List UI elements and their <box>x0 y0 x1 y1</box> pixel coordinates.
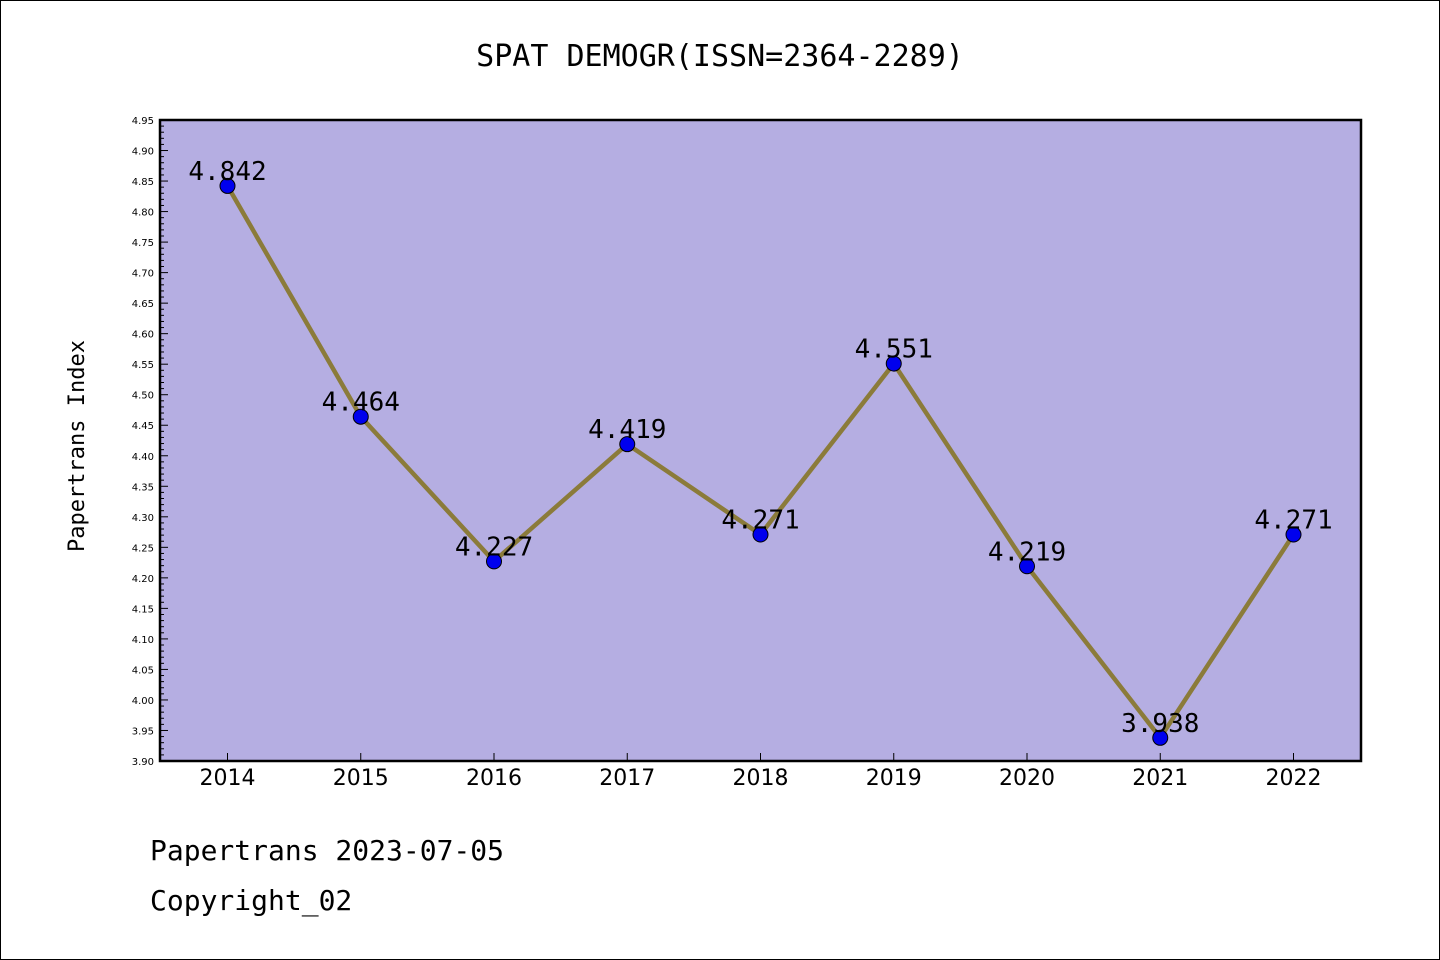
plot-area <box>160 120 1361 761</box>
x-tick-label: 2015 <box>333 766 389 791</box>
x-tick-label: 2016 <box>466 766 522 791</box>
y-tick-label: 3.90 <box>132 757 154 768</box>
data-label: 4.219 <box>988 537 1066 567</box>
data-label: 4.842 <box>188 157 266 187</box>
x-tick-label: 2022 <box>1266 766 1322 791</box>
y-tick-label: 4.85 <box>132 177 154 188</box>
data-label: 4.271 <box>1254 506 1332 536</box>
y-tick-label: 4.15 <box>132 604 154 615</box>
plot-border <box>158 118 1363 763</box>
y-tick-label: 3.95 <box>132 726 154 737</box>
data-label: 4.464 <box>322 388 400 418</box>
x-tick-label: 2017 <box>599 766 655 791</box>
x-axis: 2014 2015 2016 2017 2018 2019 2020 2021 2022 <box>200 753 1322 791</box>
y-tick-label: 4.70 <box>132 269 154 280</box>
x-tick-label: 2019 <box>866 766 922 791</box>
data-label: 4.551 <box>855 335 933 365</box>
x-tick-label: 2014 <box>200 766 256 791</box>
markers-group <box>219 177 1302 746</box>
y-tick-label: 4.50 <box>132 391 154 402</box>
data-point <box>486 553 502 570</box>
y-tick-label: 4.40 <box>132 452 154 463</box>
y-tick-label: 4.55 <box>132 360 154 371</box>
data-point <box>619 436 636 453</box>
y-tick-label: 4.65 <box>132 299 154 310</box>
data-label: 4.419 <box>588 415 666 445</box>
data-label: 4.271 <box>721 506 799 536</box>
data-point <box>219 177 236 194</box>
y-tick-label: 4.60 <box>132 330 154 341</box>
data-labels-group: 4.842 4.464 4.227 4.419 4.271 4.551 4.219 3.938… <box>188 157 1332 739</box>
y-tick-label: 4.05 <box>132 665 154 676</box>
y-tick-label: 4.00 <box>132 696 154 707</box>
data-point <box>352 408 369 425</box>
data-label: 3.938 <box>1121 709 1199 739</box>
y-axis-label: Papertrans Index <box>65 340 90 552</box>
y-tick-label: 4.45 <box>132 421 154 432</box>
y-tick-label: 4.90 <box>132 147 154 158</box>
data-label: 4.227 <box>455 532 533 562</box>
data-point <box>885 355 902 372</box>
data-point <box>1019 558 1035 575</box>
y-tick-label: 4.35 <box>132 482 154 493</box>
data-point <box>1285 526 1302 543</box>
chart-title: SPAT DEMOGR(ISSN=2364-2289) <box>476 39 964 74</box>
y-tick-label: 4.10 <box>132 635 154 646</box>
y-tick-label: 4.25 <box>132 543 154 554</box>
y-tick-label: 4.20 <box>132 574 154 585</box>
footer-date: Papertrans 2023-07-05 <box>150 834 505 867</box>
data-point <box>1152 729 1169 746</box>
x-tick-label: 2021 <box>1132 766 1188 791</box>
y-tick-label: 4.30 <box>132 513 154 524</box>
y-tick-label: 4.80 <box>132 208 154 219</box>
y-tick-label: 4.75 <box>132 238 154 249</box>
y-tick-label: 4.95 <box>132 116 154 127</box>
x-tick-label: 2020 <box>999 766 1055 791</box>
x-tick-label: 2018 <box>733 766 789 791</box>
footer-copyright: Copyright_02 <box>150 884 353 917</box>
data-point <box>752 526 769 543</box>
